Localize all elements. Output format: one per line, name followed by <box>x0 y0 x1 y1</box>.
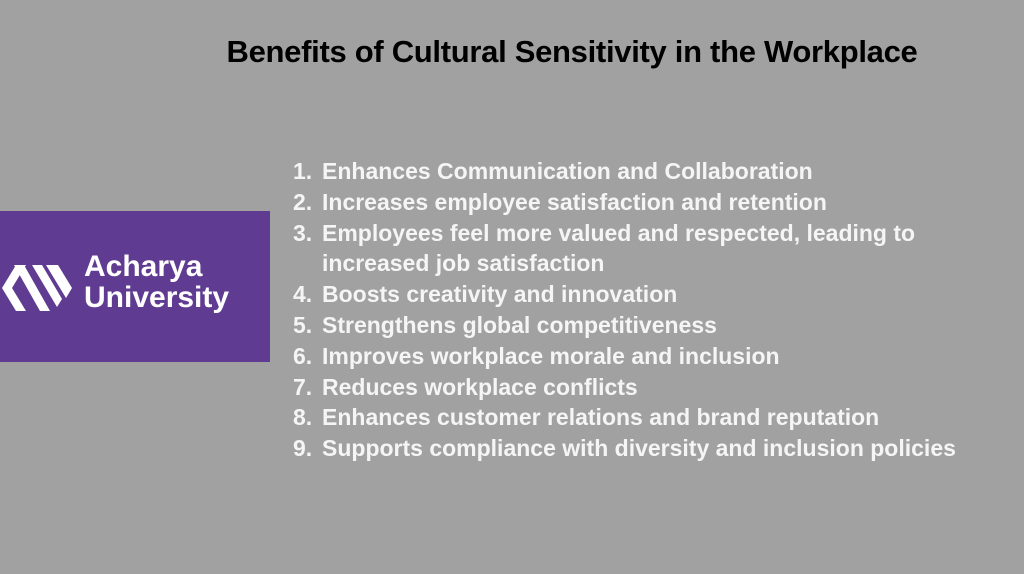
item-text: Enhances Communication and Collaboration <box>322 158 813 184</box>
item-text: Increases employee satisfaction and rete… <box>322 188 827 215</box>
logo-text: Acharya University <box>84 251 229 313</box>
list-item: 3. Employees feel more valued and respect… <box>293 218 1013 280</box>
item-number: 9. <box>293 435 313 462</box>
item-text: Improves workplace morale and inclusion <box>322 342 780 369</box>
list-item: 2. Increases employee satisfaction and re… <box>293 187 1013 218</box>
list-item: 4. Boosts creativity and innovation <box>293 279 1013 310</box>
list-item: 5. Strengthens global competitiveness <box>293 310 1013 341</box>
acharya-university-logo: Acharya University <box>0 211 270 362</box>
item-number: 8. <box>293 404 313 431</box>
item-number: 6. <box>293 342 313 369</box>
item-number: 7. <box>293 373 313 400</box>
item-number: 3. <box>293 219 313 246</box>
item-number: 5. <box>293 311 313 338</box>
item-text: Enhances customer relations and brand re… <box>322 404 880 431</box>
list-item: 7. Reduces workplace conflicts <box>293 372 1013 403</box>
logo-line1: Acharya <box>84 250 203 283</box>
logo-stripes-icon <box>2 265 72 311</box>
list-item: 1. Enhances Communication and Collaborati… <box>293 156 1013 187</box>
list-item: 6. Improves workplace morale and inclusio… <box>293 341 1013 372</box>
item-text: Employees feel more valued and respected… <box>322 219 916 277</box>
list-item: 9. Supports compliance with diversity and… <box>293 433 1013 464</box>
item-text: Reduces workplace conflicts <box>322 373 638 400</box>
item-number: 2. <box>293 188 313 215</box>
list-item: 8. Enhances customer relations and brand … <box>293 402 1013 433</box>
logo-line2: University <box>84 281 230 314</box>
slide-title: Benefits of Cultural Sensitivity in the … <box>226 34 918 69</box>
item-number: 1. <box>293 158 313 184</box>
item-number: 4. <box>293 281 313 308</box>
item-text: Boosts creativity and innovation <box>322 281 678 308</box>
benefits-list: 1. Enhances Communication and Collaborati… <box>293 156 1013 464</box>
item-text: Strengthens global competitiveness <box>322 311 717 338</box>
item-text: Supports compliance with diversity and i… <box>322 435 956 462</box>
